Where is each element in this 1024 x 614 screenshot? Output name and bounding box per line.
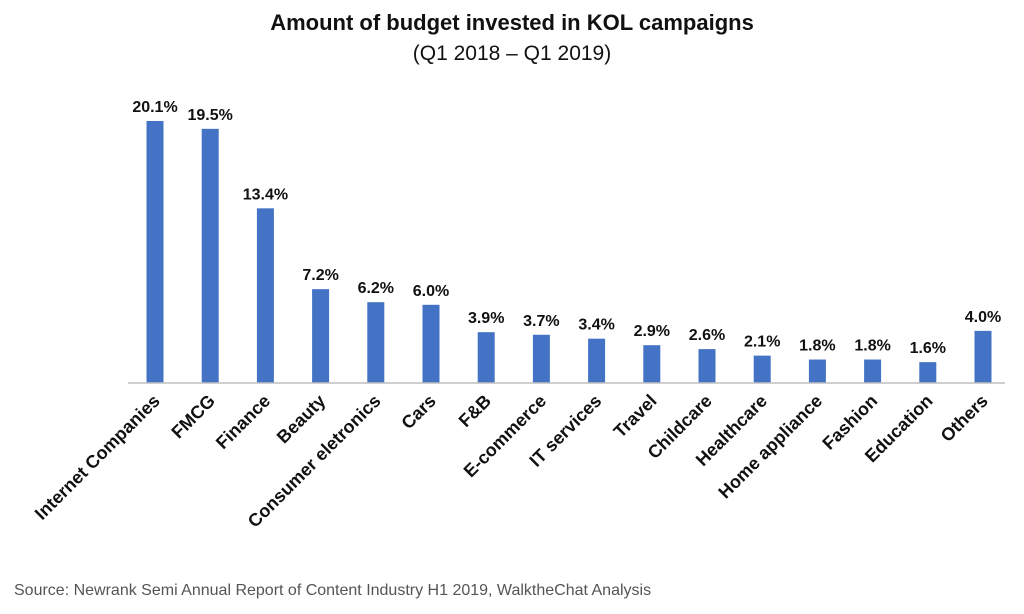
value-label-beauty: 7.2% — [302, 267, 338, 284]
bar-healthcare — [753, 355, 771, 383]
value-label-cars: 6.0% — [413, 283, 449, 300]
value-label-childcare: 2.6% — [689, 327, 725, 344]
bars-group — [146, 121, 992, 383]
bar-f-b — [477, 332, 495, 383]
category-label-fmcg: FMCG — [167, 391, 219, 443]
value-label-e-commerce: 3.7% — [523, 313, 559, 330]
bar-internet-companies — [146, 121, 164, 383]
bar-home-appliance — [808, 359, 826, 383]
chart-subtitle: (Q1 2018 – Q1 2019) — [412, 42, 612, 65]
category-label-beauty: Beauty — [273, 391, 330, 448]
bar-others — [974, 330, 992, 383]
bar-childcare — [698, 349, 716, 383]
bar-it-services — [588, 338, 606, 383]
bar-beauty — [312, 289, 330, 383]
value-labels-group: 20.1% 19.5% 13.4% 7.2% 6.2% 6.0% 3.9% 3.7% 3.4% 2… — [132, 99, 1001, 357]
category-labels-group: Internet Companies FMCGFinanceBeautyConsu… — [31, 391, 992, 532]
value-label-healthcare: 2.1% — [744, 334, 780, 351]
value-label-fmcg: 19.5% — [188, 107, 233, 124]
category-label-home-appliance: Home appliance — [714, 391, 826, 503]
value-label-f-b: 3.9% — [468, 310, 504, 327]
bar-finance — [256, 208, 274, 383]
value-label-finance: 13.4% — [243, 186, 288, 203]
value-label-it-services: 3.4% — [578, 317, 614, 334]
category-label-cars: Cars — [397, 391, 439, 433]
bar-chart: 20.1% 19.5% 13.4% 7.2% 6.2% 6.0% 3.9% 3.7% 3.4% 2… — [31, 99, 1005, 532]
bar-fashion — [864, 359, 882, 383]
category-label-travel: Travel — [610, 391, 661, 442]
value-label-education: 1.6% — [910, 340, 946, 357]
chart-title: Amount of budget invested in KOL campaig… — [270, 10, 754, 35]
value-label-others: 4.0% — [965, 309, 1001, 326]
value-label-travel: 2.9% — [634, 323, 670, 340]
bar-travel — [643, 345, 661, 383]
category-label-internet-companies: Internet Companies — [31, 391, 164, 524]
bar-cars — [422, 304, 440, 383]
value-label-consumer-eletronics: 6.2% — [358, 280, 394, 297]
category-label-finance: Finance — [212, 391, 274, 453]
value-label-internet-companies: 20.1% — [132, 99, 177, 116]
bar-consumer-eletronics — [367, 302, 385, 383]
bar-e-commerce — [532, 334, 550, 383]
bar-fmcg — [201, 128, 219, 383]
bar-education — [919, 362, 937, 383]
category-label-others: Others — [937, 391, 992, 446]
value-label-home-appliance: 1.8% — [799, 338, 835, 355]
value-label-fashion: 1.8% — [854, 338, 890, 355]
source-note: Source: Newrank Semi Annual Report of Co… — [14, 582, 652, 599]
category-label-f-b: F&B — [455, 391, 495, 431]
